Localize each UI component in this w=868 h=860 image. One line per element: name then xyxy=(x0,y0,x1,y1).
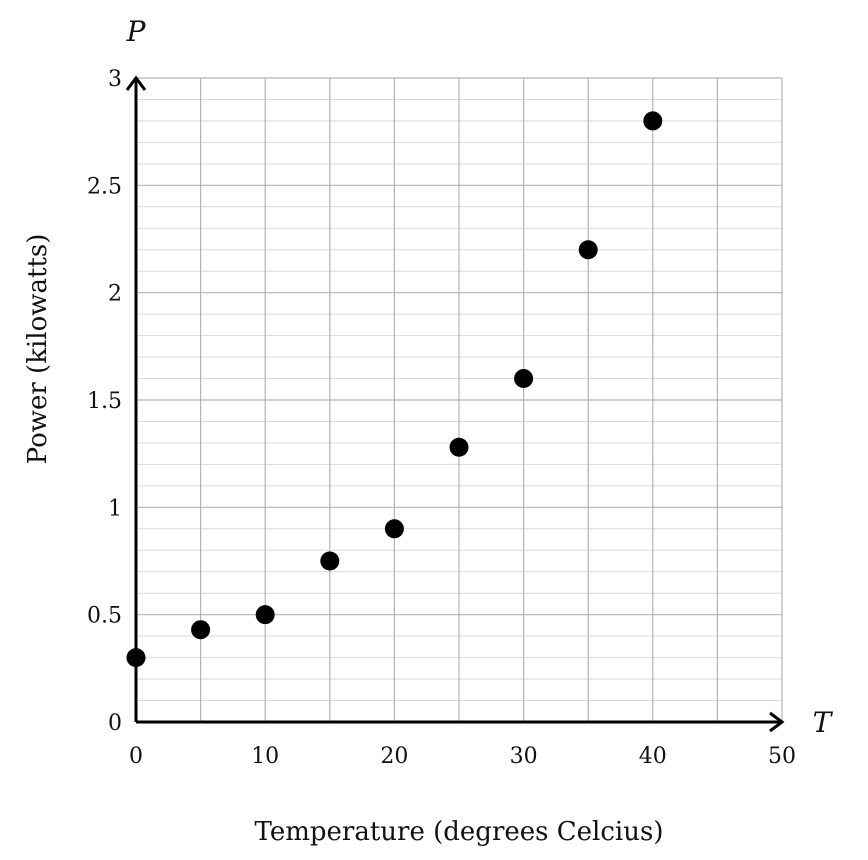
y-tick-label: 1.5 xyxy=(87,389,122,414)
y-tick-label: 0.5 xyxy=(87,604,122,629)
x-axis-arrowhead xyxy=(769,711,785,733)
data-points xyxy=(126,111,663,668)
data-point xyxy=(126,648,146,668)
y-axis-variable: P xyxy=(126,15,147,48)
y-tick-label: 2 xyxy=(108,282,122,307)
y-tick-label: 0 xyxy=(108,711,122,736)
x-tick-label: 40 xyxy=(639,744,667,769)
y-axis-arrowhead xyxy=(125,75,147,91)
x-axis-variable: T xyxy=(813,706,834,739)
data-point xyxy=(449,437,469,457)
grid xyxy=(136,77,783,722)
y-tick-label: 3 xyxy=(108,67,122,92)
data-point xyxy=(384,519,404,539)
x-tick-label: 0 xyxy=(129,744,143,769)
y-tick-label: 1 xyxy=(108,496,122,521)
x-tick-label: 50 xyxy=(768,744,796,769)
data-point xyxy=(514,369,534,389)
data-point xyxy=(578,240,598,260)
data-point xyxy=(643,111,663,131)
x-tick-label: 10 xyxy=(251,744,279,769)
y-tick-labels: 0 0.5 1 1.5 2 2.5 3 xyxy=(87,67,122,736)
data-point xyxy=(191,620,211,640)
data-point xyxy=(255,605,275,625)
x-tick-label: 20 xyxy=(380,744,408,769)
data-point xyxy=(320,551,340,571)
y-tick-label: 2.5 xyxy=(87,174,122,199)
axes xyxy=(125,75,785,733)
x-axis-label: Temperature (degrees Celcius) xyxy=(255,817,664,847)
x-tick-labels: 0 10 20 30 40 50 xyxy=(129,744,796,769)
x-tick-label: 30 xyxy=(510,744,538,769)
y-axis-label: Power (kilowatts) xyxy=(23,234,53,465)
